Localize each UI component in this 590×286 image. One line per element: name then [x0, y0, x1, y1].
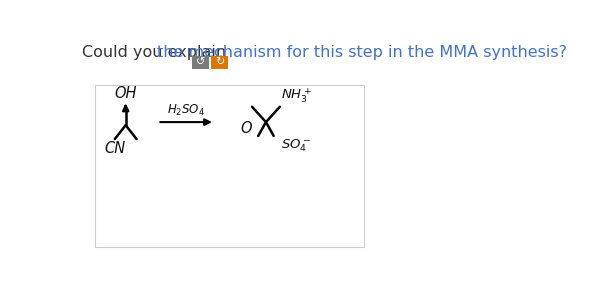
- Bar: [192, 56, 209, 69]
- Bar: [94, 85, 365, 247]
- Text: ↺: ↺: [196, 57, 205, 67]
- Text: $H_2SO_4$: $H_2SO_4$: [167, 103, 205, 118]
- Text: CN: CN: [104, 141, 126, 156]
- Text: $NH_3^+$: $NH_3^+$: [281, 86, 313, 105]
- Text: Could you explain: Could you explain: [81, 45, 231, 60]
- Text: ↻: ↻: [215, 57, 224, 67]
- Text: OH: OH: [114, 86, 136, 101]
- Text: $SO_4^-$: $SO_4^-$: [281, 138, 312, 154]
- Bar: [211, 56, 228, 69]
- Text: O: O: [240, 121, 251, 136]
- Text: the mechanism for this step in the MMA synthesis?: the mechanism for this step in the MMA s…: [157, 45, 566, 60]
